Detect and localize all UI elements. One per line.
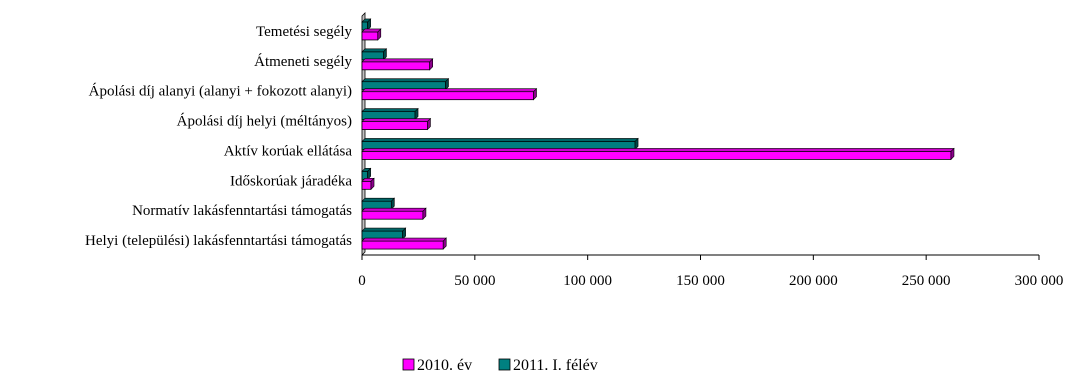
bar-series-2010 <box>362 208 426 219</box>
bar-front <box>362 122 427 130</box>
bar-top <box>362 89 537 92</box>
category-label: Helyi (települési) lakásfenntartási támo… <box>85 233 352 249</box>
category-label: Átmeneti segély <box>254 53 352 70</box>
plot-area <box>362 13 954 255</box>
bar-series-2010 <box>362 148 954 159</box>
legend-swatch <box>499 359 510 370</box>
legend-swatch <box>403 359 414 370</box>
bar-series-2011 <box>362 138 638 149</box>
bar-front <box>362 241 443 249</box>
bar-top <box>362 208 426 211</box>
x-tick-label: 50 000 <box>454 273 495 289</box>
category-label: Normatív lakásfenntartási támogatás <box>132 203 352 219</box>
bar-top <box>362 198 394 201</box>
bar-series-2011 <box>362 228 406 239</box>
bar-top <box>362 238 446 241</box>
bar-series-2010 <box>362 178 374 189</box>
category-label: Temetési segély <box>256 24 352 40</box>
bar-series-2010 <box>362 29 381 40</box>
category-label: Időskorúak járadéka <box>230 173 352 189</box>
bar-top <box>362 109 418 112</box>
category-labels: Temetési segély Átmeneti segély Ápolási dí… <box>85 24 352 249</box>
bar-series-2011 <box>362 109 418 120</box>
bar-series-2011 <box>362 49 386 60</box>
bar-front <box>362 151 951 159</box>
category-label: Ápolási díj helyi (méltányos) <box>177 113 352 130</box>
bar-series-2011 <box>362 19 371 30</box>
bar-series-2010 <box>362 238 446 249</box>
x-tick-label: 0 <box>358 273 366 289</box>
bar-series-2010 <box>362 59 433 70</box>
x-tick-label: 150 000 <box>676 273 725 289</box>
bar-front <box>362 211 423 219</box>
bar-top <box>362 79 448 82</box>
x-tick-label: 250 000 <box>902 273 951 289</box>
legend-label: 2011. I. félév <box>513 357 598 374</box>
legend-label: 2010. év <box>417 357 472 374</box>
bar-series-2010 <box>362 89 537 100</box>
bar-top <box>362 148 954 151</box>
x-axis: 0 50 000 100 000 150 000 200 000 250 000 300 0… <box>358 255 1063 289</box>
x-tick-label: 300 000 <box>1015 273 1064 289</box>
bar-series-2010 <box>362 119 430 130</box>
bar-front <box>362 181 371 189</box>
bar-top <box>362 138 638 141</box>
bar-series-2011 <box>362 198 394 209</box>
bar-front <box>362 62 430 70</box>
legend: 2010. év 2011. I. félév <box>403 357 598 374</box>
category-label: Ápolási díj alanyi (alanyi + fokozott al… <box>89 83 352 100</box>
bar-top <box>362 228 406 231</box>
bar-top <box>362 59 433 62</box>
bar-series-2011 <box>362 168 371 179</box>
bar-front <box>362 32 378 40</box>
bar-series-2011 <box>362 79 448 90</box>
bar-top <box>362 49 386 52</box>
category-label: Aktív korúak ellátása <box>224 143 353 159</box>
x-tick-label: 100 000 <box>563 273 612 289</box>
bar-front <box>362 92 534 100</box>
x-tick-label: 200 000 <box>789 273 838 289</box>
bar-top <box>362 119 430 122</box>
